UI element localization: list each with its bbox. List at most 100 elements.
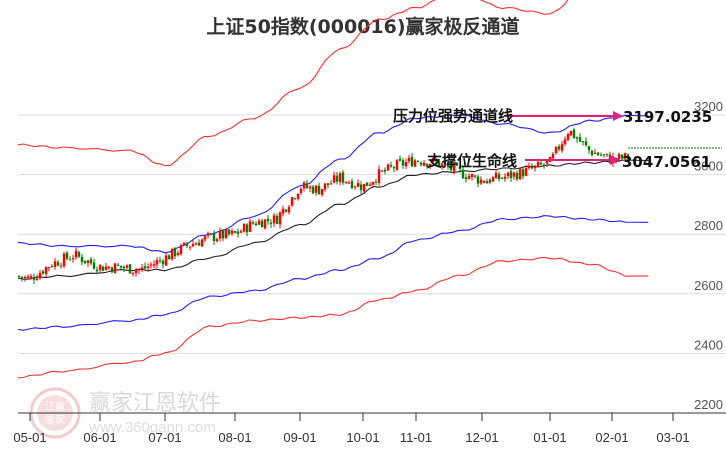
y-tick-label: 3000: [694, 159, 723, 174]
candle-body: [29, 276, 33, 278]
x-tick-label: 11-01: [400, 430, 432, 445]
candle-body: [422, 162, 426, 166]
candle-body: [260, 220, 264, 228]
candle-body: [245, 224, 249, 233]
candle-body: [182, 242, 186, 245]
watermark-url: www.360gann.com: [88, 419, 216, 436]
candle-body: [557, 146, 561, 150]
candle-body: [509, 171, 513, 178]
candle-body: [104, 266, 108, 270]
candle-body: [266, 218, 270, 222]
candle-body: [518, 168, 522, 180]
band-line: [17, 114, 649, 254]
candle-body: [575, 137, 579, 139]
candle-body: [503, 176, 507, 179]
candle-body: [26, 276, 30, 279]
candle-body: [275, 216, 279, 224]
candle-body: [209, 233, 213, 235]
x-tick-label: 05-01: [13, 430, 46, 445]
candle-body: [53, 261, 57, 268]
support-arrow-icon: [610, 155, 620, 165]
candle-body: [248, 221, 252, 232]
candle-body: [32, 277, 36, 280]
candle-body: [350, 181, 354, 189]
candle-body: [155, 260, 159, 265]
candle-body: [203, 236, 207, 240]
candle-body: [59, 265, 63, 267]
y-tick-label: 2200: [694, 397, 723, 412]
candle-body: [542, 164, 546, 166]
candle-body: [179, 245, 183, 254]
candle-body: [215, 238, 219, 242]
candle-body: [152, 264, 156, 266]
candle-body: [494, 172, 498, 179]
candle-body: [221, 230, 225, 239]
watermark-logo-bottom: 恩家: [45, 413, 65, 426]
candle-body: [344, 181, 348, 183]
candle-body: [398, 158, 402, 161]
candle-body: [566, 134, 570, 141]
candle-body: [68, 259, 72, 261]
candle-body: [224, 229, 228, 238]
candle-body: [311, 186, 315, 194]
candle-body: [188, 246, 192, 248]
candle-body: [485, 181, 489, 184]
candle-body: [89, 259, 93, 264]
y-tick-label: 3200: [694, 99, 723, 114]
candle-body: [128, 264, 132, 274]
candle-body: [437, 161, 441, 167]
candle-body: [473, 175, 477, 177]
candle-body: [176, 252, 180, 255]
channel-bands: [17, 0, 649, 379]
candle-body: [161, 260, 165, 265]
candle-body: [449, 165, 453, 171]
candle-body: [539, 162, 543, 165]
candle-body: [347, 182, 351, 184]
candle-body: [125, 265, 129, 268]
candle-body: [236, 231, 240, 234]
candle-body: [107, 267, 111, 269]
candle-body: [332, 175, 336, 183]
candle-body: [545, 160, 549, 164]
candle-body: [479, 179, 483, 184]
candle-body: [560, 144, 564, 151]
candle-body: [446, 163, 450, 167]
candle-body: [410, 156, 414, 167]
candle-body: [101, 266, 105, 271]
candle-body: [281, 208, 285, 214]
x-tick-label: 02-01: [595, 430, 628, 445]
candle-body: [395, 160, 399, 170]
candle-body: [581, 141, 585, 143]
annotations: 压力位强势通道线 3197.0235 支撑位生命线 3047.0561: [393, 107, 722, 171]
candle-body: [602, 154, 606, 156]
candle-body: [506, 172, 510, 177]
candle-body: [269, 222, 273, 224]
candle-body: [371, 181, 375, 185]
candle-body: [440, 163, 444, 167]
x-tick-label: 03-01: [656, 430, 689, 445]
candle-body: [278, 212, 282, 225]
candle-body: [23, 276, 27, 279]
candle-body: [362, 183, 366, 192]
candle-body: [239, 231, 243, 233]
candle-body: [62, 253, 66, 267]
candle-body: [200, 239, 204, 247]
candle-body: [461, 169, 465, 179]
candle-body: [92, 262, 96, 269]
candle-body: [110, 267, 114, 273]
candle-body: [173, 248, 177, 257]
candle-body: [290, 197, 294, 206]
candle-body: [47, 267, 51, 269]
candle-body: [356, 182, 360, 187]
candle-body: [482, 180, 486, 183]
candle-body: [599, 154, 603, 156]
candle-body: [287, 206, 291, 213]
candle-body: [170, 248, 174, 260]
candle-body: [272, 215, 276, 224]
candle-body: [620, 154, 624, 159]
candle-body: [419, 162, 423, 165]
candle-body: [530, 166, 534, 169]
candle-body: [605, 153, 609, 155]
candle-body: [242, 224, 246, 232]
candle-body: [212, 232, 216, 242]
